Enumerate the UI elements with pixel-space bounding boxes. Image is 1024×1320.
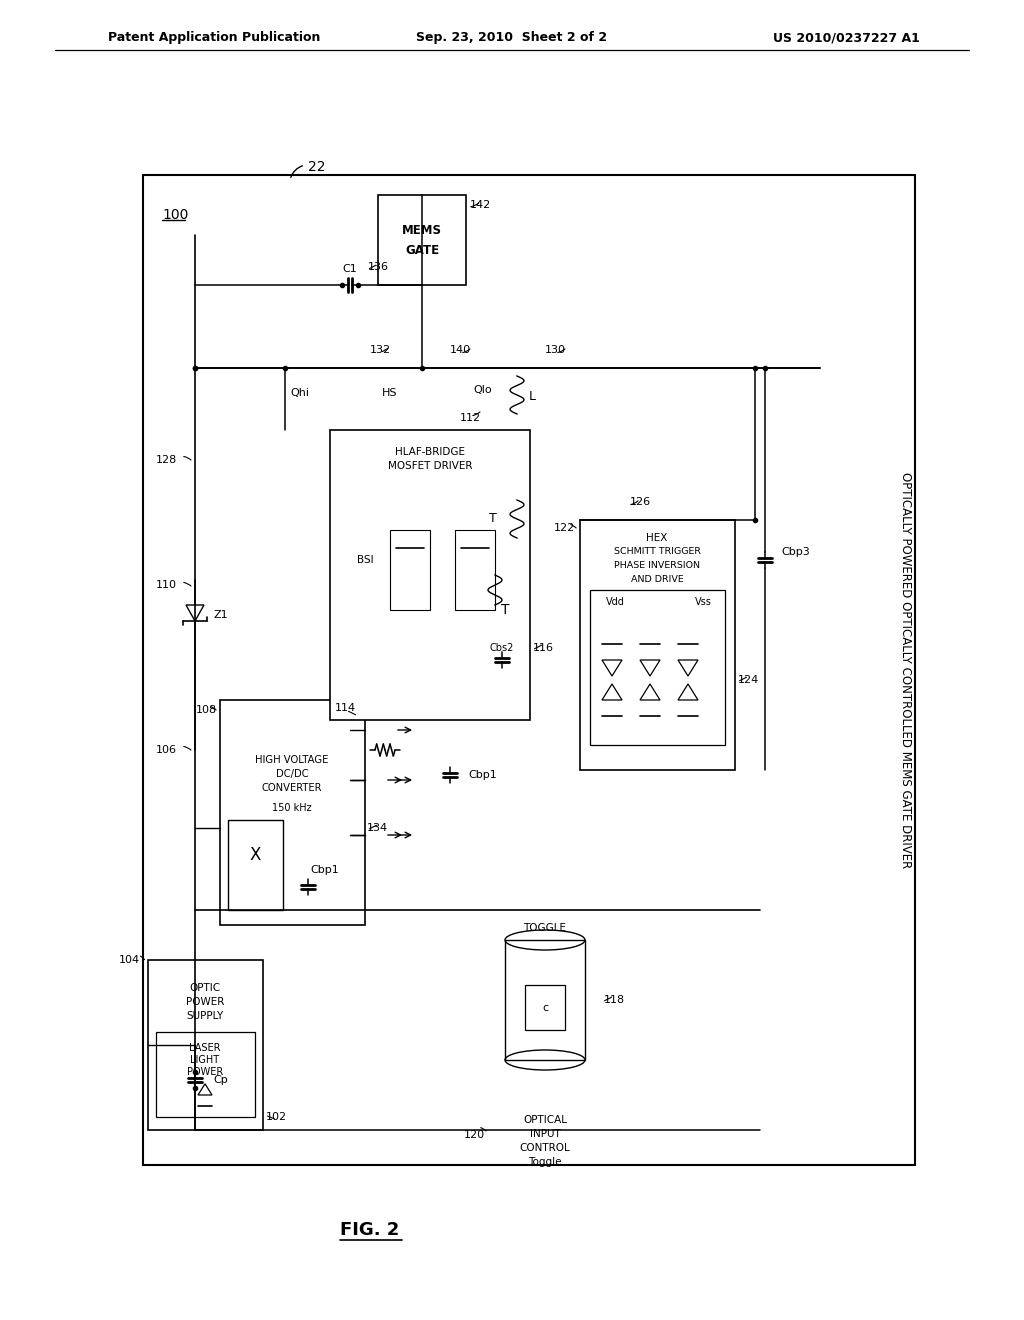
Text: OPTICAL: OPTICAL <box>523 1115 567 1125</box>
Text: SCHMITT TRIGGER: SCHMITT TRIGGER <box>613 548 700 557</box>
Bar <box>220 700 365 925</box>
Text: PHASE INVERSION: PHASE INVERSION <box>614 561 700 570</box>
Text: HIGH VOLTAGE: HIGH VOLTAGE <box>255 755 329 766</box>
Text: 108: 108 <box>196 705 217 715</box>
Text: 136: 136 <box>368 261 389 272</box>
Text: Toggle: Toggle <box>528 1158 562 1167</box>
Bar <box>148 960 263 1130</box>
Text: c: c <box>542 1003 548 1012</box>
Text: 142: 142 <box>470 201 492 210</box>
Text: 120: 120 <box>464 1130 485 1140</box>
Text: Cbp1: Cbp1 <box>468 770 497 780</box>
Text: 112: 112 <box>460 413 481 422</box>
Bar <box>455 531 495 610</box>
Text: POWER: POWER <box>185 997 224 1007</box>
Bar <box>590 590 725 744</box>
Text: Cbp1: Cbp1 <box>310 865 339 875</box>
Bar <box>330 430 530 719</box>
Text: MOSFET DRIVER: MOSFET DRIVER <box>388 461 472 471</box>
Text: X: X <box>249 846 261 865</box>
Text: 124: 124 <box>738 675 759 685</box>
Text: 150 kHz: 150 kHz <box>272 803 312 813</box>
Text: 102: 102 <box>266 1111 287 1122</box>
Text: CONVERTER: CONVERTER <box>262 783 323 793</box>
Text: Qhi: Qhi <box>290 388 309 399</box>
Text: 132: 132 <box>370 345 390 355</box>
Text: 100: 100 <box>162 209 188 222</box>
Text: 22: 22 <box>308 160 326 174</box>
Text: Cbs2: Cbs2 <box>489 643 514 653</box>
Text: HS: HS <box>382 388 397 399</box>
Bar <box>525 985 565 1030</box>
Text: MEMS: MEMS <box>402 223 442 236</box>
Text: 130: 130 <box>545 345 565 355</box>
Text: Patent Application Publication: Patent Application Publication <box>108 32 321 45</box>
Text: OPTICALLY POWERED OPTICALLY CONTROLLED MEMS GATE DRIVER: OPTICALLY POWERED OPTICALLY CONTROLLED M… <box>898 471 911 869</box>
Bar <box>378 195 466 285</box>
Bar <box>156 1032 255 1117</box>
Text: AND DRIVE: AND DRIVE <box>631 576 683 585</box>
Text: POWER: POWER <box>186 1067 223 1077</box>
Text: 122: 122 <box>554 523 575 533</box>
Text: Vss: Vss <box>694 597 712 607</box>
Text: Cbp3: Cbp3 <box>781 546 810 557</box>
Text: 126: 126 <box>630 498 651 507</box>
Bar <box>143 176 915 1166</box>
Text: 114: 114 <box>335 704 356 713</box>
Text: TOGGLE: TOGGLE <box>523 923 566 933</box>
Text: Vdd: Vdd <box>605 597 625 607</box>
Bar <box>228 820 283 909</box>
Text: 110: 110 <box>156 579 177 590</box>
Text: BSI: BSI <box>356 554 374 565</box>
Text: 116: 116 <box>534 643 554 653</box>
Text: T: T <box>489 511 497 524</box>
Text: CONTROL: CONTROL <box>519 1143 570 1152</box>
Text: GATE: GATE <box>404 243 439 256</box>
Text: SUPPLY: SUPPLY <box>186 1011 223 1020</box>
Text: INPUT: INPUT <box>529 1129 560 1139</box>
Text: HLAF-BRIDGE: HLAF-BRIDGE <box>395 447 465 457</box>
Text: 140: 140 <box>450 345 471 355</box>
Text: Z1: Z1 <box>213 610 227 620</box>
Text: T: T <box>501 603 509 616</box>
Text: FIG. 2: FIG. 2 <box>340 1221 399 1239</box>
Text: OPTIC: OPTIC <box>189 983 220 993</box>
Bar <box>505 940 585 1060</box>
Text: 104: 104 <box>119 954 140 965</box>
Text: 134: 134 <box>367 822 388 833</box>
Text: HEX: HEX <box>646 533 668 543</box>
Text: Cp: Cp <box>213 1074 227 1085</box>
Bar <box>390 531 430 610</box>
Text: 106: 106 <box>156 744 177 755</box>
Text: US 2010/0237227 A1: US 2010/0237227 A1 <box>773 32 920 45</box>
Text: Sep. 23, 2010  Sheet 2 of 2: Sep. 23, 2010 Sheet 2 of 2 <box>417 32 607 45</box>
Bar <box>580 520 735 770</box>
Text: DC/DC: DC/DC <box>275 770 308 779</box>
Text: 128: 128 <box>156 455 177 465</box>
Text: LASER: LASER <box>189 1043 221 1053</box>
Text: C1: C1 <box>343 264 357 275</box>
Text: L: L <box>528 389 536 403</box>
Text: Qlo: Qlo <box>473 385 492 395</box>
Text: LIGHT: LIGHT <box>190 1055 219 1065</box>
Text: 118: 118 <box>604 995 625 1005</box>
